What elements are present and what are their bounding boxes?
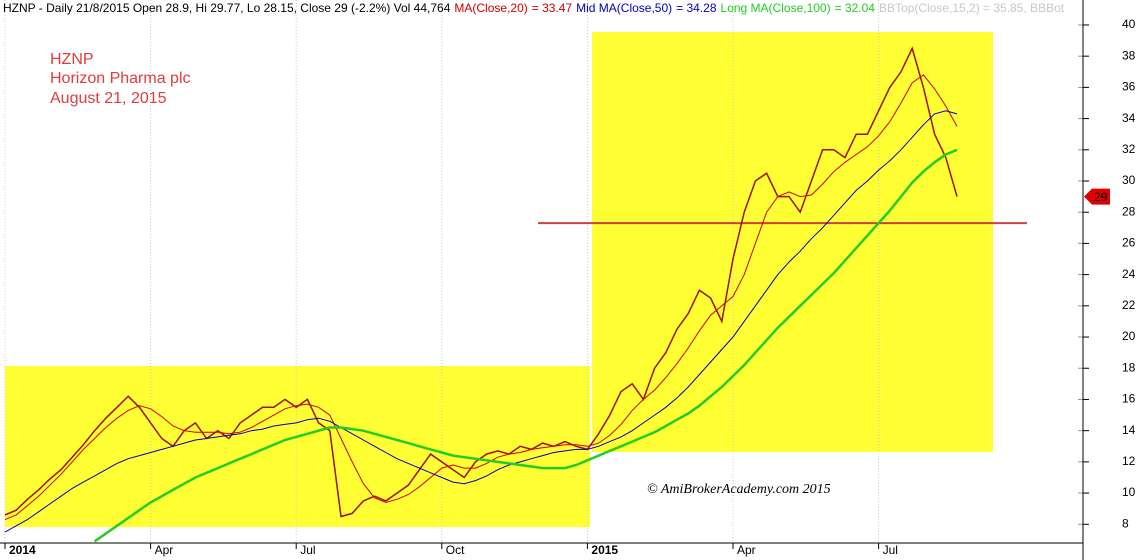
highlight-zone [5, 366, 590, 527]
y-tick-label: 8 [1122, 516, 1129, 530]
y-tick-label: 14 [1122, 423, 1136, 437]
moving-average-line [4, 110, 958, 533]
x-tick-label: 2014 [9, 543, 36, 557]
y-tick-label: 40 [1122, 17, 1136, 31]
y-tick-label: 32 [1122, 142, 1136, 156]
legend-value: = 33.47 [532, 1, 573, 15]
y-tick-label: 36 [1122, 80, 1136, 94]
price-line [4, 46, 958, 518]
grid [4, 0, 1083, 543]
x-tick-label: 2015 [591, 543, 618, 557]
header-text: BBTop(Close,15,2) = 35.85, BBBot [879, 1, 1065, 15]
x-tick-label: Apr [737, 543, 756, 557]
y-tick-label: 28 [1122, 204, 1136, 218]
legend-name: Long MA(Close,100) [721, 1, 831, 15]
moving-average-line [4, 74, 958, 521]
legend-value: = 34.28 [676, 1, 717, 15]
header-text: HZNP - Daily 21/8/2015 Open 28.9, Hi 29.… [3, 1, 451, 15]
highlight-zone [592, 32, 993, 452]
y-tick-label: 20 [1122, 329, 1136, 343]
legend-name: MA(Close,20) [454, 1, 527, 15]
plot-area [4, 46, 1027, 543]
y-tick-label: 26 [1122, 236, 1136, 250]
y-tick-label: 10 [1122, 485, 1136, 499]
company-name: Horizon Pharma plc [50, 70, 191, 87]
legend-name: Mid MA(Close,50) [576, 1, 672, 15]
y-tick-label: 30 [1122, 173, 1136, 187]
y-tick-label: 12 [1122, 454, 1136, 468]
y-tick-label: 16 [1122, 392, 1136, 406]
axes: 8 10 12 14 16 18 20 22 24 26 28 30 32 34 36 38 40 2014 Apr… [4, 17, 1136, 557]
legend-value: = 32.04 [835, 1, 876, 15]
x-tick-label: Apr [155, 543, 174, 557]
last-price-tag [1084, 188, 1110, 205]
y-tick-label: 38 [1122, 48, 1136, 62]
chart-date: August 21, 2015 [50, 90, 167, 107]
y-tick-label: 18 [1122, 360, 1136, 374]
y-tick-label: 34 [1122, 111, 1136, 125]
x-tick-label: Jul [883, 543, 898, 557]
x-tick-label: Jul [300, 543, 315, 557]
x-tick-label: Oct [446, 543, 465, 557]
y-tick-label: 24 [1122, 267, 1136, 281]
last-price-label: 29 [1094, 190, 1108, 204]
y-tick-label: 22 [1122, 298, 1136, 312]
moving-average-line [93, 148, 958, 543]
ticker: HZNP [50, 51, 94, 68]
chart-header: HZNP - Daily 21/8/2015 Open 28.9, Hi 29.… [3, 1, 1065, 15]
watermark: © AmiBrokerAcademy.com 2015 [647, 482, 831, 497]
